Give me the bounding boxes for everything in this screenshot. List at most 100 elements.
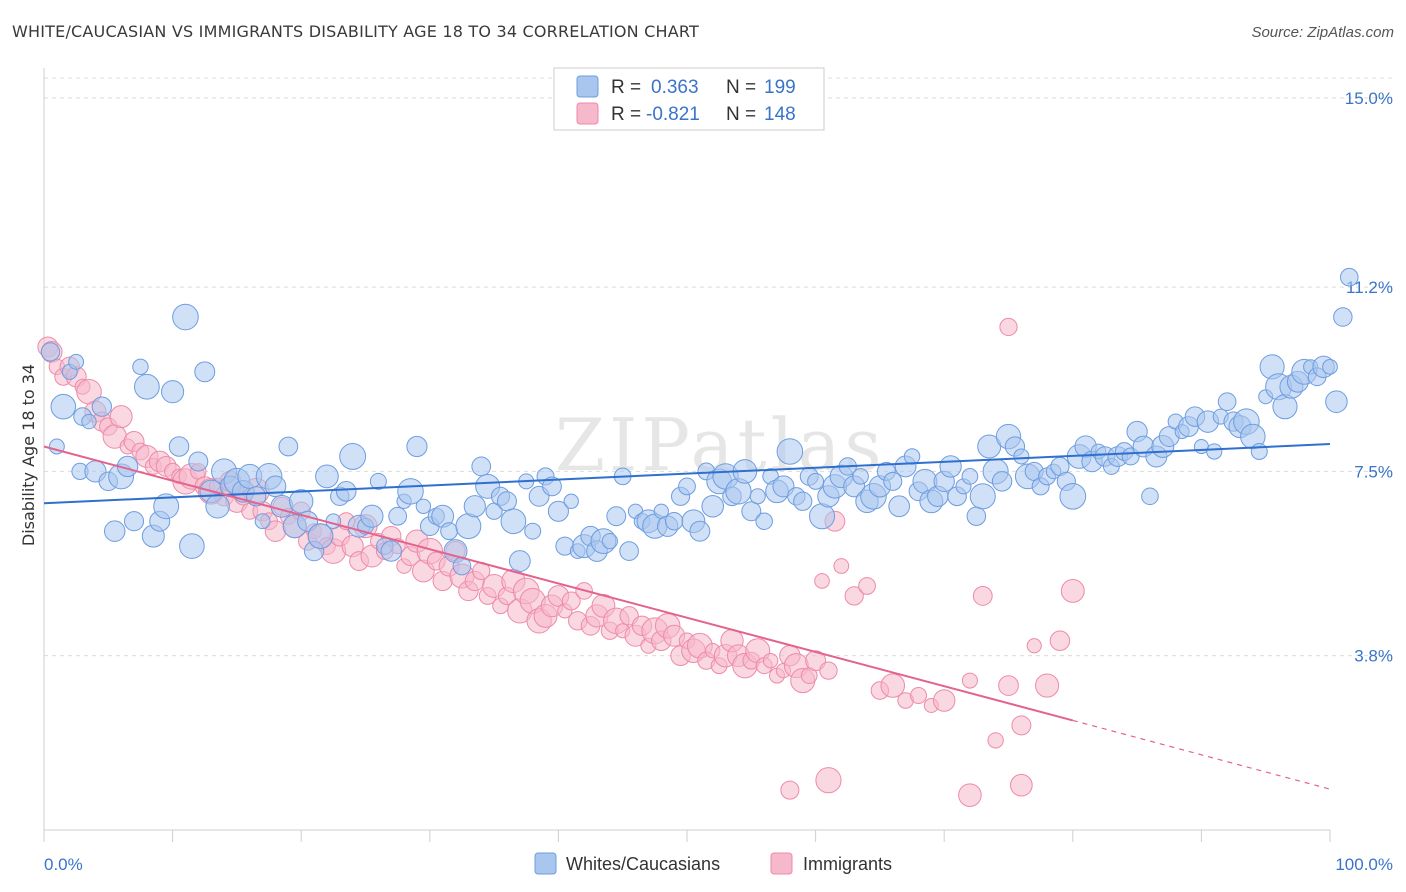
whites-point: [132, 358, 149, 376]
whites-point: [81, 413, 97, 430]
whites-point: [1339, 267, 1359, 287]
whites-point: [307, 523, 334, 549]
series-legend: Whites/Caucasians Immigrants: [534, 852, 892, 875]
immigrants-point: [961, 672, 978, 689]
immigrants-point: [561, 591, 581, 611]
whites-point: [380, 540, 402, 562]
whites-point: [966, 506, 987, 527]
whites-point: [406, 435, 428, 458]
whites-point: [133, 373, 160, 400]
whites-point: [463, 495, 486, 518]
whites-point: [278, 436, 299, 457]
whites-point: [172, 303, 199, 331]
immigrants-trend-line: [43, 445, 1074, 722]
immigrants-point: [815, 767, 842, 794]
whites-point: [741, 501, 762, 522]
whites-point: [939, 455, 962, 478]
y-tick-label: 7.5%: [1354, 462, 1393, 481]
legend-r-value-2: -0.821: [646, 104, 700, 125]
whites-point: [606, 506, 627, 527]
whites-point: [496, 491, 517, 512]
whites-point: [619, 541, 639, 561]
legend-swatch-whites: [576, 75, 599, 98]
bottom-legend-immigrants: Immigrants: [803, 854, 892, 874]
gridlines: [44, 77, 1393, 657]
whites-point: [123, 511, 145, 532]
whites-point: [168, 436, 190, 457]
whites-point: [807, 472, 825, 490]
whites-point: [1013, 448, 1030, 465]
immigrants-point: [958, 783, 982, 807]
y-tick-label: 3.8%: [1354, 647, 1393, 666]
immigrants-point: [762, 652, 779, 669]
whites-point: [563, 493, 579, 509]
whites-point: [1333, 307, 1353, 327]
immigrants-point: [805, 650, 827, 672]
immigrants-point: [1011, 715, 1032, 736]
whites-point: [339, 443, 367, 470]
whites-point: [397, 478, 424, 505]
y-axis-label: Disability Age 18 to 34: [19, 364, 38, 546]
correlation-legend: R = 0.363 N = 199 R = -0.821 N = 148: [553, 67, 825, 131]
whites-point: [1059, 482, 1087, 510]
whites-point: [153, 493, 180, 520]
legend-r-label-2: R =: [611, 104, 641, 125]
whites-point: [1250, 442, 1268, 460]
whites-point: [455, 513, 482, 540]
whites-point: [749, 488, 766, 505]
whites-point: [969, 483, 996, 510]
whites-point: [179, 533, 205, 559]
immigrants-point: [844, 586, 864, 606]
whites-point: [776, 438, 804, 465]
immigrants-point: [1049, 630, 1071, 651]
whites-point: [903, 448, 921, 465]
whites-point: [335, 481, 357, 502]
whites-trend-line: [43, 443, 1331, 505]
whites-point: [1206, 443, 1223, 460]
whites-point: [888, 495, 911, 518]
whites-point: [103, 520, 126, 542]
whites-point: [388, 506, 408, 526]
whites-point: [508, 550, 531, 572]
whites-point: [315, 464, 339, 489]
immigrants-point: [814, 573, 830, 589]
immigrants-trend-extension: [1072, 719, 1331, 790]
whites-point: [689, 520, 711, 542]
whites-point: [369, 472, 387, 490]
whites-point: [440, 522, 458, 541]
bottom-legend-whites: Whites/Caucasians: [566, 854, 720, 874]
whites-point: [289, 489, 314, 514]
whites-point: [1325, 390, 1348, 413]
immigrants-point: [780, 780, 800, 800]
whites-point: [701, 495, 724, 518]
whites-point: [415, 498, 432, 514]
immigrants-point: [833, 558, 850, 574]
y-tick-labels: 3.8% 7.5% 11.2% 15.0%: [1345, 89, 1393, 666]
bottom-legend-swatch-immigrants: [770, 852, 793, 875]
legend-r-label-1: R =: [611, 77, 641, 98]
immigrants-point: [998, 675, 1019, 696]
immigrants-point: [1035, 673, 1060, 698]
whites-point: [40, 342, 61, 362]
legend-n-label-1: N =: [726, 77, 756, 98]
whites-point: [524, 522, 542, 540]
legend-r-value-1: 0.363: [651, 77, 699, 98]
whites-point: [809, 503, 836, 530]
bottom-legend-swatch-whites: [534, 852, 557, 875]
legend-swatch-immigrants: [576, 102, 599, 125]
immigrants-point: [880, 673, 906, 698]
immigrants-point: [1060, 579, 1085, 603]
source-label: Source: ZipAtlas.com: [1251, 24, 1394, 41]
immigrants-point: [909, 687, 927, 705]
whites-point: [961, 468, 979, 485]
legend-n-value-1: 199: [764, 77, 796, 98]
whites-point: [1141, 487, 1159, 506]
whites-point: [68, 353, 85, 370]
immigrants-point: [858, 577, 876, 595]
x-ticks: [43, 830, 1331, 842]
whites-point: [664, 512, 684, 531]
whites-point: [852, 468, 869, 485]
chart-title: WHITE/CAUCASIAN VS IMMIGRANTS DISABILITY…: [12, 22, 700, 41]
whites-point: [194, 361, 216, 383]
whites-point: [991, 471, 1013, 492]
